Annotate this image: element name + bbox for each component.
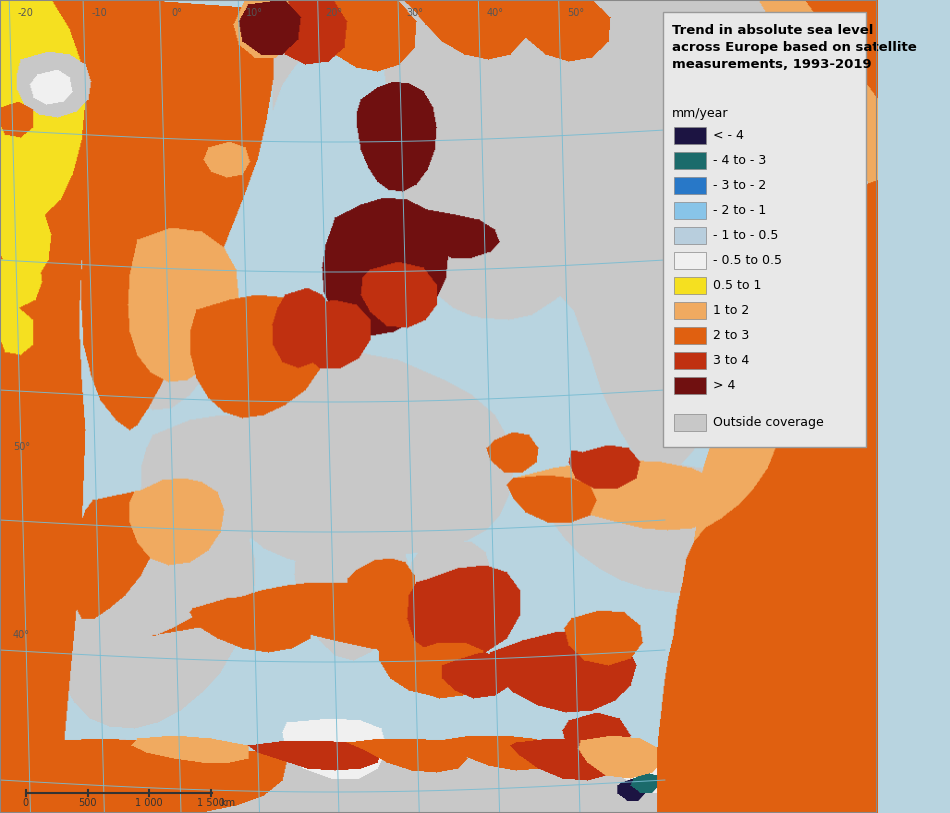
Text: mm/year: mm/year bbox=[673, 107, 729, 120]
Text: Outside coverage: Outside coverage bbox=[712, 416, 824, 429]
Text: - 2 to - 1: - 2 to - 1 bbox=[712, 204, 766, 217]
Bar bbox=[674, 127, 707, 144]
Bar bbox=[663, 12, 866, 447]
Text: 0.5 to 1: 0.5 to 1 bbox=[712, 279, 761, 292]
Text: 500: 500 bbox=[79, 798, 97, 808]
Bar bbox=[674, 177, 707, 194]
Text: 20°: 20° bbox=[326, 8, 343, 18]
Text: Trend in absolute sea level
across Europe based on satellite
measurements, 1993-: Trend in absolute sea level across Europ… bbox=[673, 24, 917, 71]
Text: - 1 to - 0.5: - 1 to - 0.5 bbox=[712, 229, 778, 242]
Text: 50°: 50° bbox=[567, 8, 584, 18]
Text: 0°: 0° bbox=[171, 8, 181, 18]
Text: 1 to 2: 1 to 2 bbox=[712, 304, 750, 317]
Bar bbox=[674, 227, 707, 244]
Text: - 4 to - 3: - 4 to - 3 bbox=[712, 154, 766, 167]
Text: 0: 0 bbox=[23, 798, 28, 808]
Text: - 3 to - 2: - 3 to - 2 bbox=[712, 179, 766, 192]
Text: 3 to 4: 3 to 4 bbox=[712, 354, 750, 367]
Text: 40°: 40° bbox=[13, 630, 30, 640]
Text: - 0.5 to 0.5: - 0.5 to 0.5 bbox=[712, 254, 782, 267]
Text: km: km bbox=[219, 798, 235, 808]
Text: 50°: 50° bbox=[13, 442, 30, 452]
Bar bbox=[674, 252, 707, 269]
Text: < - 4: < - 4 bbox=[712, 129, 744, 142]
Text: 2 to 3: 2 to 3 bbox=[712, 329, 750, 342]
Bar bbox=[674, 277, 707, 294]
Bar bbox=[674, 327, 707, 344]
Text: 10°: 10° bbox=[246, 8, 263, 18]
Bar bbox=[674, 352, 707, 369]
Text: -10: -10 bbox=[92, 8, 107, 18]
Bar bbox=[674, 202, 707, 219]
Text: 30°: 30° bbox=[407, 8, 423, 18]
Text: -20: -20 bbox=[18, 8, 34, 18]
Text: > 4: > 4 bbox=[712, 379, 735, 392]
Bar bbox=[674, 377, 707, 394]
Text: 40°: 40° bbox=[486, 8, 504, 18]
Text: 1 000: 1 000 bbox=[135, 798, 162, 808]
Bar bbox=[674, 302, 707, 319]
Bar bbox=[674, 152, 707, 169]
Bar bbox=[674, 414, 707, 431]
Text: 1 500: 1 500 bbox=[197, 798, 224, 808]
